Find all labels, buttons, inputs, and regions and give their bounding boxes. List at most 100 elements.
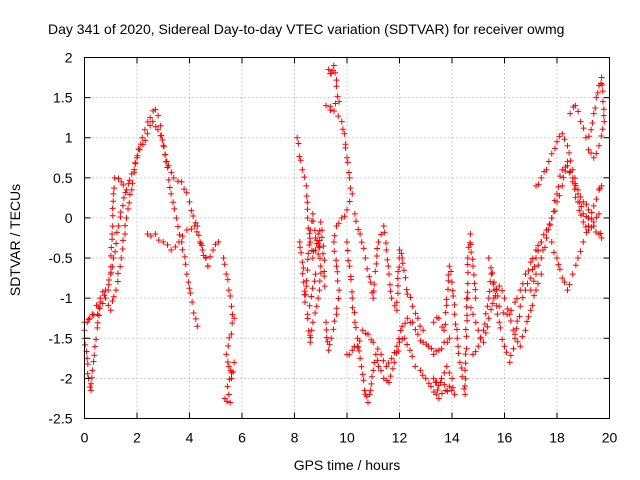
- data-point: [598, 182, 605, 189]
- x-tick-label: 10: [339, 430, 355, 446]
- data-point: [504, 311, 511, 318]
- data-point: [328, 335, 335, 342]
- data-point: [308, 293, 315, 300]
- data-point: [294, 134, 301, 141]
- data-point: [155, 126, 161, 133]
- data-point: [334, 268, 341, 275]
- data-point: [385, 263, 392, 270]
- data-point: [393, 299, 400, 306]
- data-point: [111, 174, 118, 181]
- data-point: [507, 352, 514, 359]
- data-point: [425, 380, 432, 387]
- data-point: [552, 145, 559, 152]
- data-point: [496, 319, 503, 326]
- data-point: [580, 218, 587, 225]
- data-point: [323, 334, 330, 341]
- data-point: [590, 154, 597, 161]
- chart-title: Day 341 of 2020, Sidereal Day-to-day VTE…: [48, 21, 564, 37]
- data-point: [185, 279, 192, 286]
- data-point: [316, 255, 323, 262]
- data-point: [229, 320, 236, 327]
- data-point: [484, 323, 491, 330]
- x-tick-label: 0: [81, 430, 89, 446]
- data-point: [482, 310, 489, 317]
- data-point: [464, 295, 471, 302]
- data-point: [356, 347, 363, 354]
- data-point: [120, 194, 127, 201]
- data-point: [309, 210, 316, 217]
- data-point: [336, 287, 343, 294]
- data-point: [499, 336, 506, 343]
- data-point: [464, 269, 471, 276]
- data-point: [207, 253, 214, 260]
- data-point: [224, 276, 231, 283]
- x-tick-label: 4: [186, 430, 194, 446]
- data-point: [530, 278, 537, 285]
- data-point: [204, 263, 211, 270]
- data-point: [315, 295, 322, 302]
- data-point: [577, 248, 584, 255]
- data-point: [179, 246, 186, 253]
- data-point: [432, 379, 439, 386]
- data-point: [224, 359, 231, 366]
- data-point: [556, 173, 563, 180]
- data-point: [227, 399, 234, 406]
- data-point: [323, 102, 329, 109]
- data-point: [566, 169, 573, 176]
- data-point: [316, 278, 323, 285]
- data-point: [594, 89, 601, 96]
- data-point: [330, 62, 337, 69]
- data-point: [306, 302, 313, 309]
- data-point: [335, 295, 342, 302]
- x-tick-label: 20: [602, 430, 618, 446]
- data-point: [372, 268, 379, 275]
- data-point: [464, 280, 471, 287]
- data-point: [168, 190, 175, 197]
- data-point: [227, 292, 234, 299]
- data-point: [517, 343, 524, 350]
- data-point: [588, 209, 595, 216]
- data-point: [174, 223, 181, 230]
- data-point: [535, 280, 542, 287]
- data-point: [117, 209, 124, 216]
- data-point: [435, 347, 442, 354]
- data-point: [588, 126, 595, 133]
- data-point: [407, 294, 414, 301]
- data-point: [160, 239, 167, 246]
- data-point: [385, 359, 392, 366]
- data-point: [90, 358, 97, 365]
- data-point: [301, 174, 308, 181]
- data-point: [567, 157, 574, 164]
- data-point: [496, 283, 503, 290]
- data-point: [338, 118, 345, 125]
- x-tick-label: 18: [549, 430, 565, 446]
- data-point: [443, 302, 450, 309]
- data-point: [470, 311, 476, 318]
- data-point: [467, 241, 474, 248]
- data-point: [598, 74, 605, 81]
- data-point: [572, 102, 579, 109]
- data-point: [112, 248, 119, 255]
- data-point: [190, 212, 197, 219]
- data-point: [139, 134, 146, 141]
- data-point: [352, 218, 359, 225]
- data-point: [414, 331, 421, 338]
- data-point: [333, 222, 340, 229]
- data-point: [358, 363, 365, 370]
- data-point: [447, 268, 454, 275]
- data-point: [393, 307, 400, 314]
- data-point: [300, 265, 307, 272]
- data-point: [147, 122, 154, 129]
- data-point: [186, 285, 193, 292]
- data-point: [538, 174, 545, 181]
- data-point: [550, 249, 557, 256]
- data-point: [391, 359, 398, 366]
- data-point: [395, 335, 402, 342]
- data-point: [433, 347, 440, 354]
- data-point: [394, 275, 401, 282]
- data-point: [333, 77, 340, 84]
- data-point: [198, 242, 205, 249]
- data-point: [475, 343, 482, 350]
- data-point: [191, 222, 198, 229]
- data-point: [555, 183, 562, 190]
